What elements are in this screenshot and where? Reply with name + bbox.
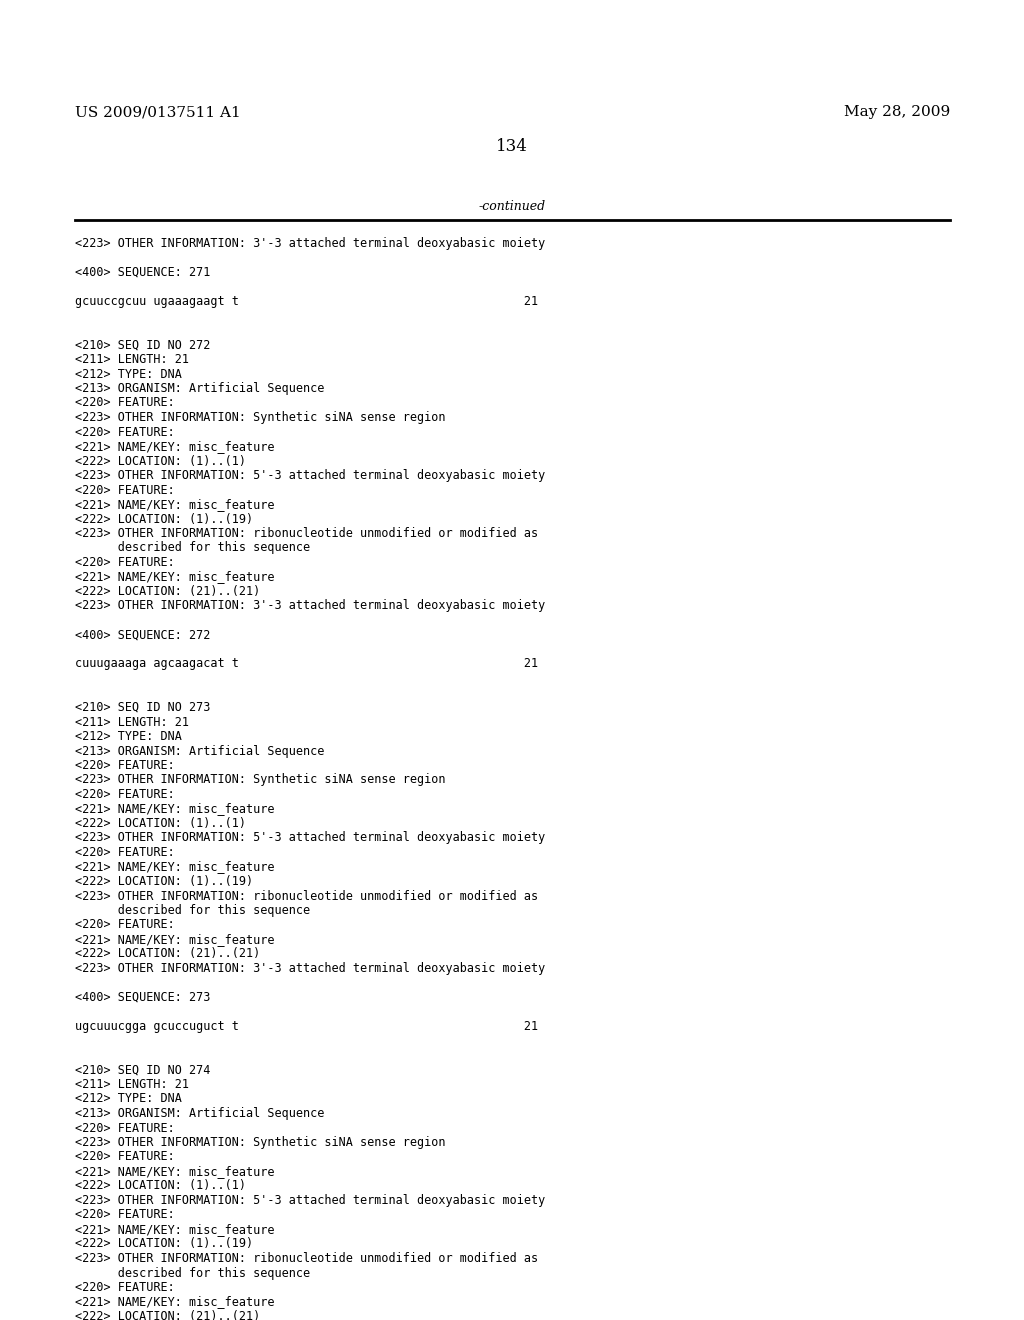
Text: <211> LENGTH: 21: <211> LENGTH: 21 (75, 715, 189, 729)
Text: -continued: -continued (478, 201, 546, 213)
Text: <220> FEATURE:: <220> FEATURE: (75, 759, 175, 772)
Text: <220> FEATURE:: <220> FEATURE: (75, 1122, 175, 1134)
Text: <213> ORGANISM: Artificial Sequence: <213> ORGANISM: Artificial Sequence (75, 1107, 325, 1119)
Text: <223> OTHER INFORMATION: Synthetic siNA sense region: <223> OTHER INFORMATION: Synthetic siNA … (75, 774, 445, 787)
Text: <223> OTHER INFORMATION: 5'-3 attached terminal deoxyabasic moiety: <223> OTHER INFORMATION: 5'-3 attached t… (75, 469, 545, 482)
Text: described for this sequence: described for this sequence (75, 1266, 310, 1279)
Text: described for this sequence: described for this sequence (75, 904, 310, 917)
Text: <210> SEQ ID NO 274: <210> SEQ ID NO 274 (75, 1064, 210, 1077)
Text: <220> FEATURE:: <220> FEATURE: (75, 1209, 175, 1221)
Text: <221> NAME/KEY: misc_feature: <221> NAME/KEY: misc_feature (75, 570, 274, 583)
Text: <212> TYPE: DNA: <212> TYPE: DNA (75, 730, 182, 743)
Text: ugcuuucgga gcuccuguct t                                        21: ugcuuucgga gcuccuguct t 21 (75, 1020, 539, 1034)
Text: <221> NAME/KEY: misc_feature: <221> NAME/KEY: misc_feature (75, 1295, 274, 1308)
Text: <213> ORGANISM: Artificial Sequence: <213> ORGANISM: Artificial Sequence (75, 381, 325, 395)
Text: <223> OTHER INFORMATION: Synthetic siNA sense region: <223> OTHER INFORMATION: Synthetic siNA … (75, 1137, 445, 1148)
Text: <222> LOCATION: (1)..(1): <222> LOCATION: (1)..(1) (75, 454, 246, 467)
Text: <222> LOCATION: (1)..(19): <222> LOCATION: (1)..(19) (75, 875, 253, 888)
Text: <222> LOCATION: (1)..(19): <222> LOCATION: (1)..(19) (75, 1238, 253, 1250)
Text: <221> NAME/KEY: misc_feature: <221> NAME/KEY: misc_feature (75, 440, 274, 453)
Text: <222> LOCATION: (1)..(19): <222> LOCATION: (1)..(19) (75, 512, 253, 525)
Text: <220> FEATURE:: <220> FEATURE: (75, 483, 175, 496)
Text: <220> FEATURE:: <220> FEATURE: (75, 556, 175, 569)
Text: <220> FEATURE:: <220> FEATURE: (75, 396, 175, 409)
Text: <220> FEATURE:: <220> FEATURE: (75, 1151, 175, 1163)
Text: <220> FEATURE:: <220> FEATURE: (75, 846, 175, 859)
Text: <223> OTHER INFORMATION: ribonucleotide unmodified or modified as: <223> OTHER INFORMATION: ribonucleotide … (75, 1251, 539, 1265)
Text: <400> SEQUENCE: 271: <400> SEQUENCE: 271 (75, 267, 210, 279)
Text: <223> OTHER INFORMATION: 5'-3 attached terminal deoxyabasic moiety: <223> OTHER INFORMATION: 5'-3 attached t… (75, 832, 545, 845)
Text: <222> LOCATION: (1)..(1): <222> LOCATION: (1)..(1) (75, 1180, 246, 1192)
Text: <223> OTHER INFORMATION: 3'-3 attached terminal deoxyabasic moiety: <223> OTHER INFORMATION: 3'-3 attached t… (75, 238, 545, 249)
Text: <223> OTHER INFORMATION: 5'-3 attached terminal deoxyabasic moiety: <223> OTHER INFORMATION: 5'-3 attached t… (75, 1195, 545, 1206)
Text: <223> OTHER INFORMATION: Synthetic siNA sense region: <223> OTHER INFORMATION: Synthetic siNA … (75, 411, 445, 424)
Text: gcuuccgcuu ugaaagaagt t                                        21: gcuuccgcuu ugaaagaagt t 21 (75, 294, 539, 308)
Text: <223> OTHER INFORMATION: 3'-3 attached terminal deoxyabasic moiety: <223> OTHER INFORMATION: 3'-3 attached t… (75, 962, 545, 975)
Text: <222> LOCATION: (21)..(21): <222> LOCATION: (21)..(21) (75, 585, 260, 598)
Text: <221> NAME/KEY: misc_feature: <221> NAME/KEY: misc_feature (75, 861, 274, 874)
Text: <222> LOCATION: (21)..(21): <222> LOCATION: (21)..(21) (75, 1309, 260, 1320)
Text: <221> NAME/KEY: misc_feature: <221> NAME/KEY: misc_feature (75, 498, 274, 511)
Text: <221> NAME/KEY: misc_feature: <221> NAME/KEY: misc_feature (75, 1166, 274, 1177)
Text: <222> LOCATION: (21)..(21): <222> LOCATION: (21)..(21) (75, 948, 260, 961)
Text: <221> NAME/KEY: misc_feature: <221> NAME/KEY: misc_feature (75, 1224, 274, 1236)
Text: <210> SEQ ID NO 273: <210> SEQ ID NO 273 (75, 701, 210, 714)
Text: <220> FEATURE:: <220> FEATURE: (75, 919, 175, 932)
Text: <400> SEQUENCE: 272: <400> SEQUENCE: 272 (75, 628, 210, 642)
Text: <211> LENGTH: 21: <211> LENGTH: 21 (75, 352, 189, 366)
Text: <223> OTHER INFORMATION: ribonucleotide unmodified or modified as: <223> OTHER INFORMATION: ribonucleotide … (75, 890, 539, 903)
Text: <211> LENGTH: 21: <211> LENGTH: 21 (75, 1078, 189, 1092)
Text: described for this sequence: described for this sequence (75, 541, 310, 554)
Text: <210> SEQ ID NO 272: <210> SEQ ID NO 272 (75, 338, 210, 351)
Text: <212> TYPE: DNA: <212> TYPE: DNA (75, 1093, 182, 1106)
Text: May 28, 2009: May 28, 2009 (844, 106, 950, 119)
Text: <222> LOCATION: (1)..(1): <222> LOCATION: (1)..(1) (75, 817, 246, 830)
Text: <400> SEQUENCE: 273: <400> SEQUENCE: 273 (75, 991, 210, 1005)
Text: US 2009/0137511 A1: US 2009/0137511 A1 (75, 106, 241, 119)
Text: <220> FEATURE:: <220> FEATURE: (75, 788, 175, 801)
Text: <220> FEATURE:: <220> FEATURE: (75, 425, 175, 438)
Text: <223> OTHER INFORMATION: 3'-3 attached terminal deoxyabasic moiety: <223> OTHER INFORMATION: 3'-3 attached t… (75, 599, 545, 612)
Text: <223> OTHER INFORMATION: ribonucleotide unmodified or modified as: <223> OTHER INFORMATION: ribonucleotide … (75, 527, 539, 540)
Text: <213> ORGANISM: Artificial Sequence: <213> ORGANISM: Artificial Sequence (75, 744, 325, 758)
Text: <221> NAME/KEY: misc_feature: <221> NAME/KEY: misc_feature (75, 803, 274, 816)
Text: <212> TYPE: DNA: <212> TYPE: DNA (75, 367, 182, 380)
Text: 134: 134 (496, 139, 528, 154)
Text: cuuugaaaga agcaagacat t                                        21: cuuugaaaga agcaagacat t 21 (75, 657, 539, 671)
Text: <221> NAME/KEY: misc_feature: <221> NAME/KEY: misc_feature (75, 933, 274, 946)
Text: <220> FEATURE:: <220> FEATURE: (75, 1280, 175, 1294)
